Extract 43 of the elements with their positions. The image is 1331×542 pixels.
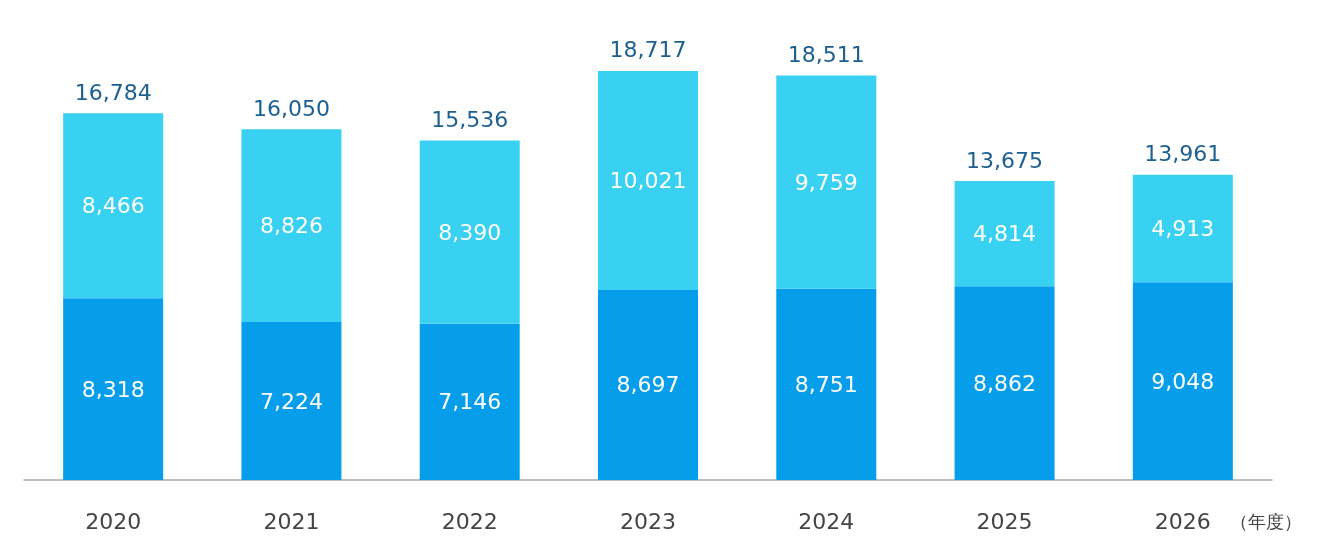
data-label: 8,390 <box>438 219 502 245</box>
data-label: 8,862 <box>973 370 1037 396</box>
data-label: 7,224 <box>259 388 323 414</box>
bar <box>954 286 1055 480</box>
bar <box>598 70 698 290</box>
x-tick-label: 2023 <box>620 508 676 534</box>
x-tick-label: 2026 <box>1154 508 1211 534</box>
bar <box>241 322 342 480</box>
bar <box>1132 174 1233 283</box>
x-tick-label: 2020 <box>85 508 142 534</box>
bar <box>419 140 520 324</box>
bar <box>63 298 164 480</box>
x-tick-label: 2021 <box>263 508 320 534</box>
x-tick-label: 2024 <box>798 508 855 534</box>
bar <box>776 288 877 480</box>
bar <box>598 289 698 480</box>
total-label: 18,717 <box>609 37 687 63</box>
bar <box>419 323 520 480</box>
total-label: 16,050 <box>252 95 330 121</box>
bar <box>776 75 877 289</box>
total-label: 18,511 <box>787 41 865 67</box>
data-label: 10,021 <box>609 167 687 193</box>
data-label: 8,697 <box>616 372 680 398</box>
data-label: 9,048 <box>1151 368 1215 394</box>
x-axis-title: （年度） <box>1230 510 1302 532</box>
total-label: 16,784 <box>74 79 152 105</box>
x-tick-label: 2025 <box>976 508 1033 534</box>
data-label: 8,751 <box>794 371 858 397</box>
data-label: 9,759 <box>794 169 858 195</box>
total-label: 15,536 <box>431 106 509 132</box>
data-label: 8,466 <box>81 193 145 219</box>
bar <box>241 129 342 323</box>
bar <box>1132 282 1233 480</box>
total-label: 13,675 <box>966 147 1044 173</box>
data-label: 8,826 <box>259 213 323 239</box>
data-label: 4,913 <box>1151 216 1215 242</box>
x-tick-label: 2022 <box>441 508 498 534</box>
total-label: 13,961 <box>1144 141 1222 167</box>
bar <box>63 113 164 299</box>
data-label: 8,318 <box>81 376 145 402</box>
bar <box>954 181 1055 287</box>
data-label: 7,146 <box>438 389 502 415</box>
data-label: 4,814 <box>973 221 1037 247</box>
